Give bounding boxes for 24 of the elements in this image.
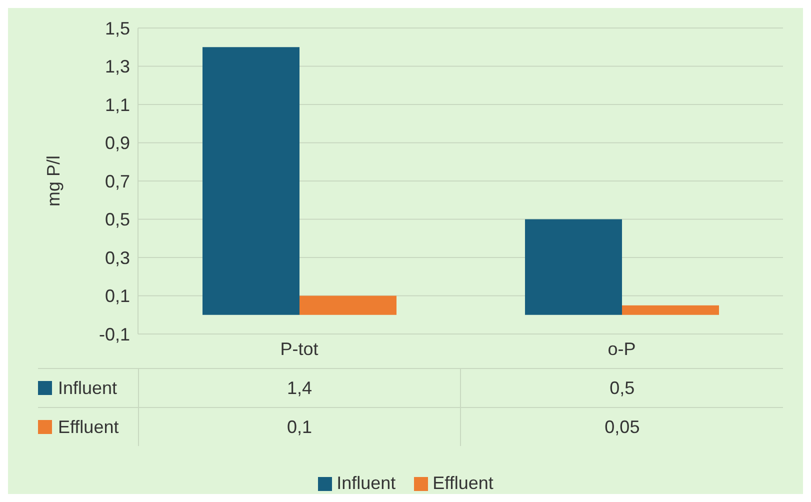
data-label: 1,4 [138,369,460,407]
legend-label: Influent [58,378,118,398]
y-axis-title: mg P/l [43,155,64,207]
x-tick-label: P-tot [280,338,318,359]
y-tick-label: 0,3 [104,248,130,268]
y-tick-label: 0,1 [104,286,130,306]
y-tick-label: 1,1 [104,94,130,115]
data-label: 0,1 [138,408,460,446]
y-tick-label: 0,9 [104,133,130,154]
data-label: 0,5 [460,369,784,407]
text: Effluent [58,416,119,436]
legend-label: Effluent [432,473,494,494]
bar [202,47,300,315]
y-tick-label: 1,5 [104,18,130,38]
bar [300,296,396,315]
bar [525,219,622,315]
x-tick-label: o-P [608,338,636,359]
text: Influent [336,473,396,493]
data-label: 0,05 [460,408,784,446]
y-tick-label: 0,7 [104,171,130,192]
bar [622,305,719,315]
y-tick-label: 1,3 [104,56,130,77]
y-tick-label: 0,5 [104,210,130,230]
y-tick-label: -0,1 [98,324,130,344]
